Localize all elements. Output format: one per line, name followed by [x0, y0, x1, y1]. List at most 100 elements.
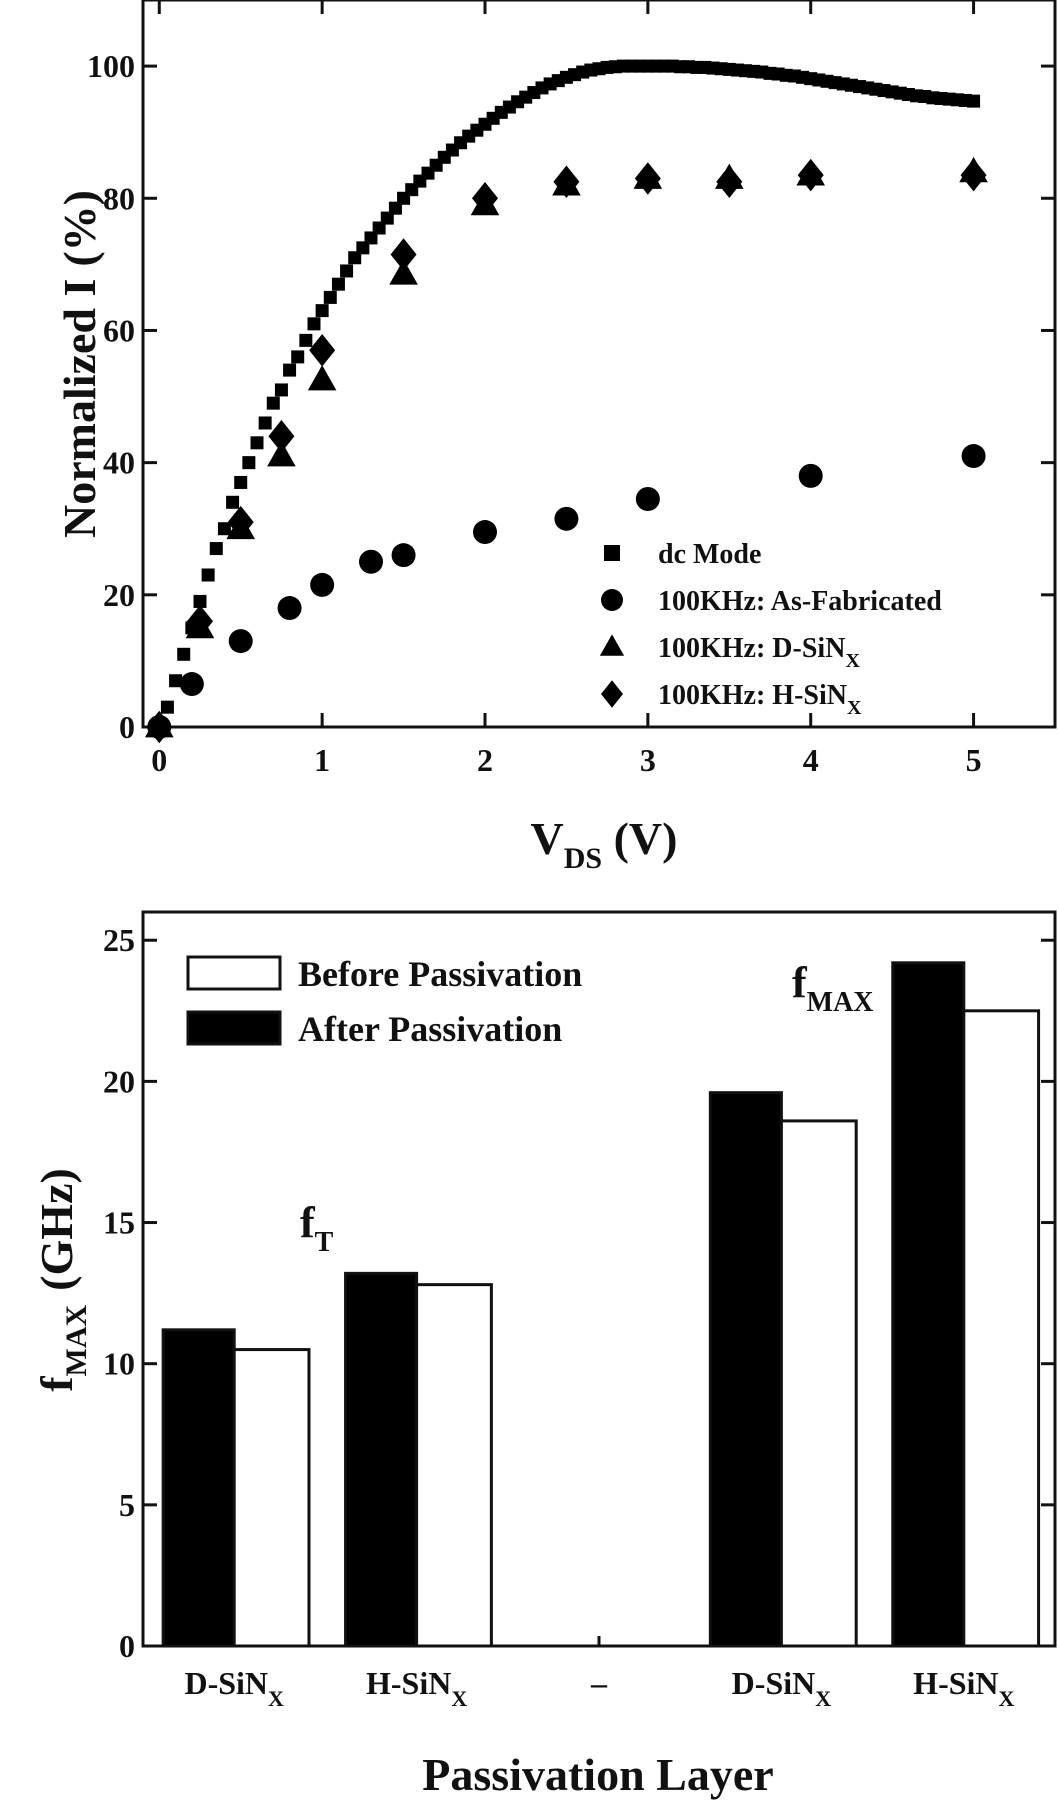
data-point: [277, 596, 302, 621]
data-point: [798, 463, 823, 488]
series-diamond: [146, 158, 987, 744]
y-tick-label: 10: [103, 1346, 135, 1382]
bar-category-labels: D-SiNX H-SiNX – D-SiNX H-SiNX: [184, 1665, 1014, 1711]
annotation-fmax: fMAX: [792, 958, 874, 1018]
data-point: [356, 241, 370, 255]
data-point: [390, 238, 417, 271]
legend-marker-shape: [601, 680, 623, 708]
legend-triangle-marker: [599, 634, 625, 656]
data-point: [473, 520, 497, 545]
y-tick-label: 100: [87, 48, 135, 84]
x-category-label: D-SiNX: [732, 1665, 832, 1711]
data-point: [961, 444, 986, 469]
annotation-ft: fT: [300, 1198, 334, 1258]
legend-label: 100KHz: As-Fabricated: [658, 586, 942, 617]
x-category-label: H-SiNX: [366, 1665, 467, 1711]
data-point: [267, 441, 296, 467]
data-point: [226, 495, 240, 509]
y-tick-label: 25: [103, 922, 135, 958]
data-point: [635, 486, 660, 511]
data-point: [146, 710, 173, 744]
legend-entry-d-sinx: 100KHz: D-SiNX: [599, 633, 860, 672]
data-point: [291, 350, 305, 364]
iv-x-axis-title: VDS (V): [531, 813, 678, 875]
y-tick-label: 60: [103, 312, 135, 348]
data-point: [472, 182, 498, 215]
x-tick-label: 1: [314, 742, 330, 778]
legend-marker-shape: [604, 545, 620, 561]
iv-data-marks: [144, 59, 988, 744]
bar-y-axis-title: fMAX(GHz): [31, 1168, 93, 1392]
bar-before-passivation: [228, 1348, 311, 1648]
legend-label-after: After Passivation: [298, 1009, 562, 1049]
data-point: [227, 505, 254, 539]
x-tick-label: 5: [966, 742, 982, 778]
data-point: [217, 522, 231, 536]
series-triangle: [144, 156, 988, 738]
bar-before-passivation: [776, 1119, 858, 1648]
data-point: [160, 700, 174, 714]
series-square: [152, 59, 981, 734]
data-point: [323, 290, 337, 304]
data-point: [359, 549, 383, 574]
data-point: [250, 436, 264, 450]
y-tick-label: 80: [103, 180, 135, 216]
x-tick-label: 4: [803, 742, 819, 778]
data-point: [388, 201, 402, 215]
y-tick-label: 0: [119, 1628, 135, 1664]
legend-swatch-before: [186, 955, 282, 991]
data-point: [391, 543, 416, 568]
bar-after-passivation: [161, 1328, 236, 1648]
iv-axis-ticks: 0 1 2 3 4 5 0 20 40 60 80 100: [87, 0, 1055, 778]
bar-marks: [161, 961, 1041, 1648]
legend-marker-shape: [601, 589, 623, 611]
x-tick-label: 3: [640, 742, 656, 778]
data-point: [797, 158, 824, 192]
data-point: [380, 211, 394, 225]
bar-before-passivation: [411, 1283, 493, 1648]
data-point: [179, 672, 204, 697]
data-point: [340, 264, 354, 278]
data-point: [634, 162, 661, 195]
data-point: [372, 221, 386, 235]
data-point: [307, 317, 321, 331]
legend-circle-marker: [601, 589, 623, 611]
legend-label: dc Mode: [658, 539, 761, 570]
legend-label: 100KHz: D-SiNX: [658, 633, 860, 672]
x-category-label: H-SiNX: [913, 1665, 1014, 1711]
legend-label: 100KHz: H-SiNX: [658, 680, 862, 719]
data-point: [967, 94, 981, 108]
data-point: [268, 419, 295, 453]
iv-y-axis-title: Normalized I(%): [54, 190, 105, 538]
data-point: [274, 383, 288, 397]
bar-after-passivation: [708, 1091, 783, 1648]
data-point: [242, 456, 256, 470]
data-point: [315, 304, 329, 318]
legend-swatch-after: [186, 1010, 282, 1046]
y-tick-label: 20: [103, 577, 135, 613]
y-tick-label: 0: [119, 709, 135, 745]
data-point: [299, 333, 313, 347]
x-tick-label: 0: [151, 742, 167, 778]
data-point: [331, 277, 345, 291]
y-tick-label: 20: [103, 1063, 135, 1099]
data-point: [348, 251, 362, 265]
data-point: [228, 629, 253, 654]
x-category-label: D-SiNX: [184, 1665, 284, 1711]
x-category-label: –: [590, 1665, 608, 1701]
data-point: [169, 674, 183, 688]
data-point: [209, 542, 223, 556]
data-point: [553, 165, 580, 198]
data-point: [234, 475, 248, 489]
data-point: [389, 259, 418, 285]
bar-after-passivation: [891, 961, 966, 1648]
data-point: [193, 594, 207, 608]
bar-after-passivation: [344, 1271, 419, 1648]
legend-diamond-marker: [601, 680, 623, 708]
data-point: [309, 334, 336, 367]
data-point: [187, 605, 213, 638]
data-point: [716, 165, 743, 198]
bar-legend: Before Passivation After Passivation: [186, 954, 582, 1049]
legend-label-before: Before Passivation: [298, 954, 582, 994]
